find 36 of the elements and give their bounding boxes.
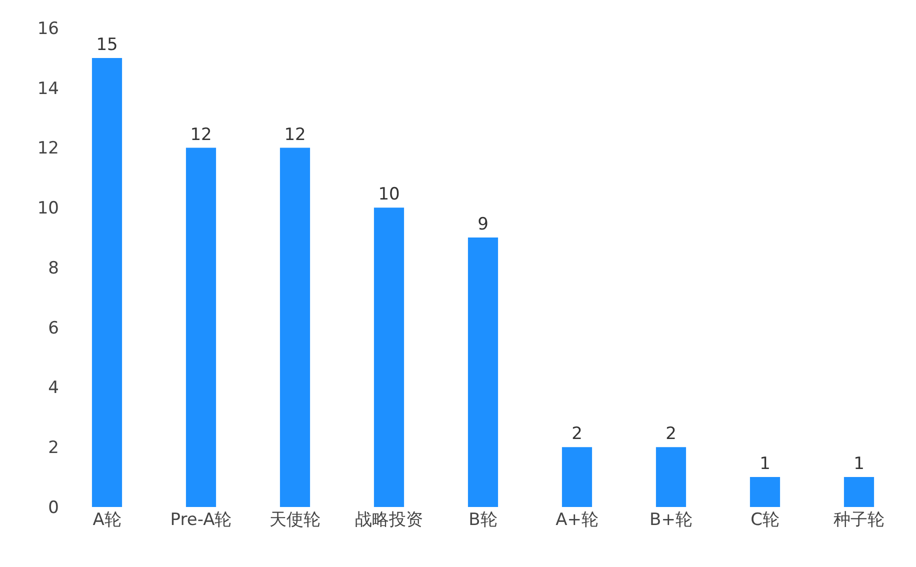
- data-label: 1: [760, 454, 770, 474]
- data-label: 12: [284, 124, 306, 145]
- data-label: 2: [666, 424, 676, 444]
- y-tick-label: 6: [48, 318, 59, 338]
- bar: [844, 477, 874, 507]
- bar: [656, 447, 686, 507]
- y-tick-label: 10: [37, 198, 59, 219]
- bar: [750, 477, 780, 507]
- bar: [92, 58, 122, 507]
- data-label: 1: [854, 454, 864, 474]
- y-tick-label: 14: [37, 78, 59, 99]
- bar: [468, 238, 498, 507]
- y-tick-label: 4: [48, 378, 59, 398]
- x-tick-label: Pre-A轮: [170, 510, 232, 530]
- data-label: 10: [378, 184, 400, 205]
- x-tick-label: 战略投资: [355, 510, 423, 530]
- data-label: 2: [572, 424, 582, 444]
- data-label: 12: [190, 124, 212, 145]
- y-tick-label: 0: [48, 498, 59, 518]
- x-tick-label: C轮: [750, 510, 780, 530]
- x-tick-label: B+轮: [650, 510, 692, 530]
- y-tick-label: 12: [37, 138, 59, 159]
- x-tick-label: A轮: [92, 510, 122, 530]
- y-tick-label: 2: [48, 438, 59, 458]
- data-label: 9: [478, 214, 488, 235]
- y-tick-label: 16: [37, 18, 59, 39]
- x-tick-label: 天使轮: [270, 510, 320, 530]
- bar: [562, 447, 592, 507]
- bar: [374, 208, 404, 507]
- bar: [186, 148, 216, 507]
- x-tick-label: A+轮: [556, 510, 598, 530]
- bar: [280, 148, 310, 507]
- x-tick-label: 种子轮: [834, 510, 884, 530]
- data-label: 15: [96, 34, 118, 55]
- x-tick-label: B轮: [468, 510, 498, 530]
- y-tick-label: 8: [48, 258, 59, 278]
